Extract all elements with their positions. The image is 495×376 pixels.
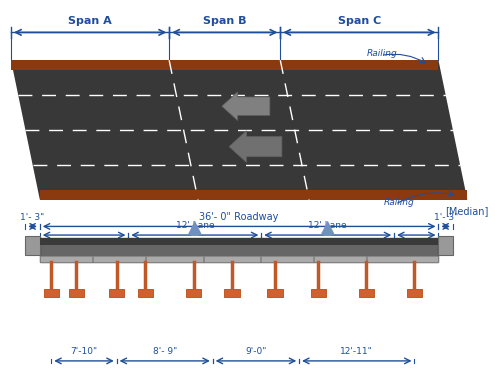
Bar <box>311 289 326 297</box>
Bar <box>367 256 438 262</box>
Text: 9'-0": 9'-0" <box>245 347 267 356</box>
Polygon shape <box>11 60 439 70</box>
Text: 8'-0"
Shoulder: 8'-0" Shoulder <box>64 241 104 260</box>
Text: 7'-10": 7'-10" <box>70 347 98 356</box>
Text: 12' Lane: 12' Lane <box>308 221 347 230</box>
Bar <box>40 238 439 245</box>
Bar <box>40 238 439 262</box>
Bar <box>138 289 153 297</box>
Polygon shape <box>40 190 467 200</box>
Polygon shape <box>222 92 270 121</box>
Text: 1'- 3": 1'- 3" <box>20 212 45 221</box>
Text: 8'- 9": 8'- 9" <box>152 347 177 356</box>
Text: 1'- 3": 1'- 3" <box>434 212 458 221</box>
Bar <box>146 256 202 262</box>
Polygon shape <box>188 221 201 236</box>
Text: Span C: Span C <box>338 16 381 26</box>
Bar <box>25 236 40 255</box>
Bar <box>186 289 201 297</box>
Bar <box>40 256 92 262</box>
Text: 36'- 0" Roadway: 36'- 0" Roadway <box>199 212 279 221</box>
Text: 12' Lane: 12' Lane <box>176 221 214 230</box>
Bar <box>314 256 366 262</box>
Text: 4'-0"
Shoulder: 4'-0" Shoulder <box>396 241 437 260</box>
Text: Span A: Span A <box>68 16 112 26</box>
Text: Railing: Railing <box>384 198 414 207</box>
Polygon shape <box>321 221 335 236</box>
Bar <box>224 289 240 297</box>
Polygon shape <box>229 131 282 162</box>
Text: [Median]: [Median] <box>445 206 489 216</box>
Text: 12'-11": 12'-11" <box>341 347 373 356</box>
Text: Railing: Railing <box>366 49 397 58</box>
Bar <box>359 289 374 297</box>
Bar <box>203 256 260 262</box>
Bar <box>261 256 313 262</box>
Bar <box>69 289 84 297</box>
Bar <box>44 289 59 297</box>
Bar <box>439 236 453 255</box>
Polygon shape <box>11 60 467 200</box>
Bar <box>109 289 124 297</box>
Bar <box>267 289 283 297</box>
Text: Span B: Span B <box>203 16 247 26</box>
Bar <box>93 256 145 262</box>
Bar <box>407 289 422 297</box>
